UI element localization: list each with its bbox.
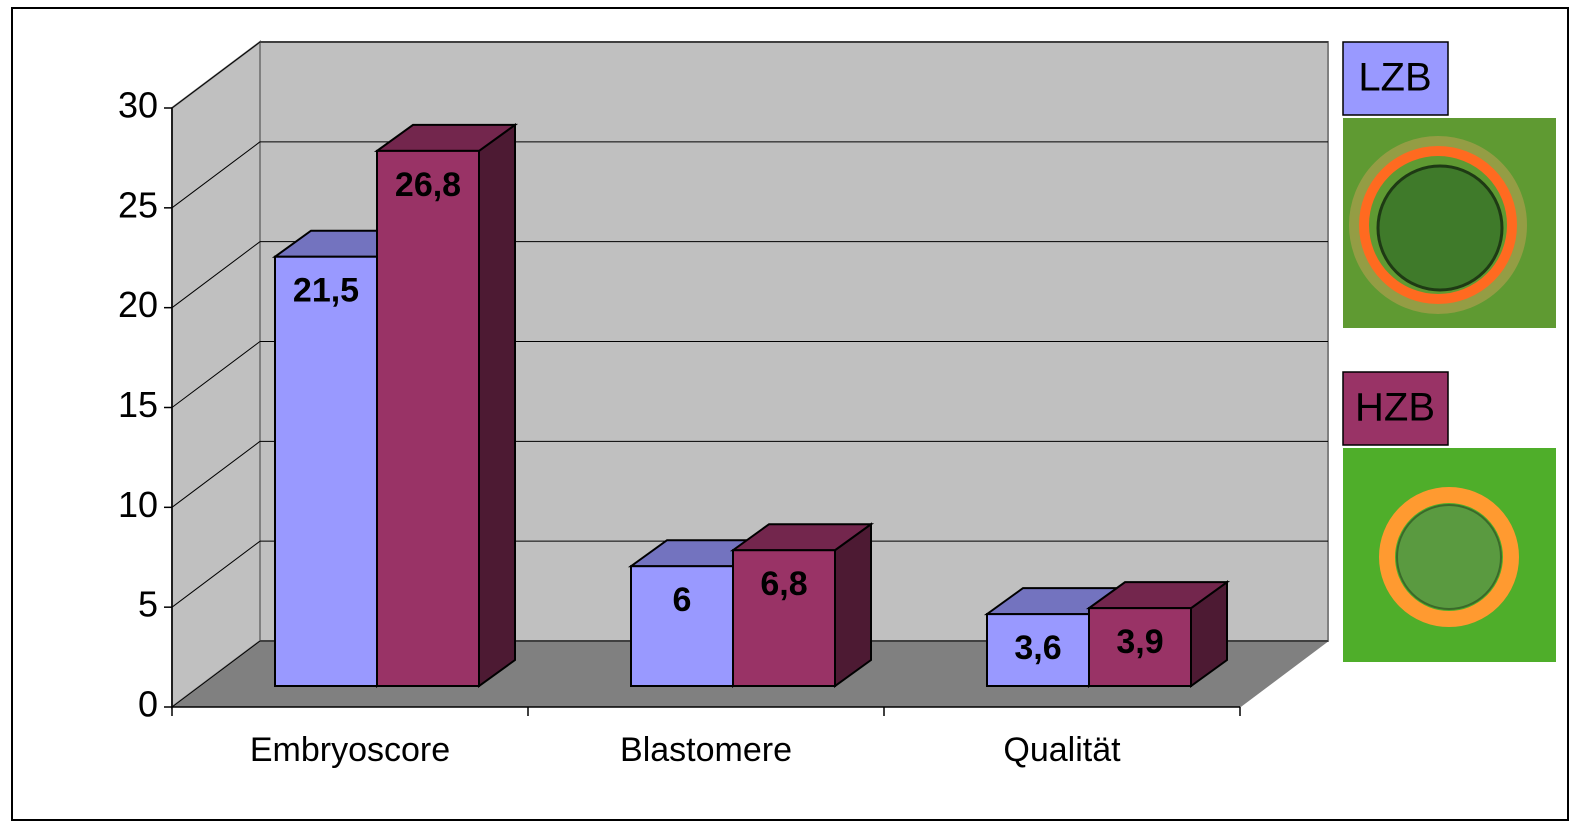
grid-line — [171, 341, 261, 408]
bar — [986, 613, 1090, 687]
bar — [732, 549, 836, 688]
bar-side — [834, 522, 872, 688]
legend-swatch — [1342, 371, 1449, 446]
image-detail — [1379, 487, 1519, 627]
value-label: 6,8 — [760, 565, 807, 603]
legend-swatch — [1342, 41, 1449, 116]
y-tick-label: 25 — [118, 184, 158, 225]
grid-line — [171, 41, 261, 109]
x-tick-label: Blastomere — [620, 731, 792, 769]
bar — [1088, 607, 1192, 688]
x-tick-label: Qualität — [1003, 731, 1121, 769]
y-tick-label: 0 — [138, 684, 158, 725]
x-tick-label: Embryoscore — [250, 731, 450, 769]
value-label: 3,6 — [1014, 629, 1061, 667]
image-detail — [1396, 504, 1502, 610]
grid-line — [171, 141, 261, 209]
bar — [274, 255, 378, 687]
grid-line — [171, 440, 261, 508]
value-label: 26,8 — [395, 166, 461, 204]
grid-line — [171, 640, 261, 708]
image-detail — [1349, 136, 1527, 314]
value-label: 6 — [673, 581, 692, 619]
y-tick-label: 20 — [118, 284, 158, 325]
image-detail — [1376, 164, 1504, 292]
grid-line — [171, 241, 261, 309]
legend-label: LZB — [1358, 56, 1431, 100]
grid-line — [171, 540, 261, 608]
legend-label: HZB — [1355, 386, 1435, 430]
image-detail — [1359, 146, 1517, 304]
value-label: 21,5 — [293, 272, 359, 310]
legend-images — [1343, 118, 1556, 662]
bar-side — [478, 122, 516, 688]
y-tick-label: 10 — [118, 484, 158, 525]
y-tick-label: 15 — [118, 384, 158, 425]
y-tick-label: 5 — [138, 584, 158, 625]
y-tick-label: 30 — [118, 85, 158, 126]
bar — [376, 149, 480, 688]
value-label: 3,9 — [1116, 623, 1163, 661]
